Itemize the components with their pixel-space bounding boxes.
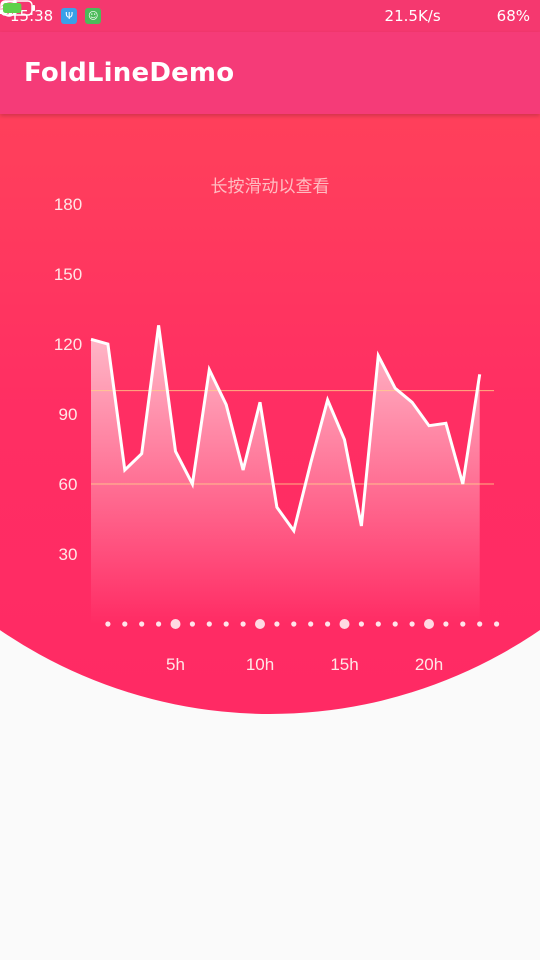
x-axis-dot: [291, 621, 297, 627]
x-tick-label: 20h: [415, 655, 443, 674]
x-axis-dot: [392, 621, 398, 627]
app-title: FoldLineDemo: [24, 58, 235, 88]
x-axis-major-dot: [255, 619, 265, 629]
series-line: [90, 325, 482, 535]
x-axis-dot: [477, 621, 483, 627]
usb-icon: Ψ: [61, 8, 78, 24]
x-axis-dot: [206, 621, 212, 627]
y-tick-label: 150: [54, 265, 82, 284]
net-speed: 21.5K/s: [384, 7, 441, 25]
x-tick-label: 15h: [330, 655, 358, 674]
battery-percent: 68%: [496, 7, 530, 25]
y-tick-label: 120: [54, 335, 82, 354]
fold-line-chart[interactable]: 长按滑动以查看 30 60 90 120 150 180 5h 10h 15h 20h: [0, 114, 540, 714]
area-fill: [91, 325, 480, 624]
x-axis-dot: [122, 621, 128, 627]
y-tick-label: 60: [59, 475, 78, 494]
x-axis-dot: [189, 621, 195, 627]
android-icon: ☺: [85, 8, 102, 24]
x-axis-dot: [105, 621, 111, 627]
x-axis-dot: [274, 621, 280, 627]
x-axis-dot: [139, 621, 145, 627]
x-axis-dot: [156, 621, 162, 627]
app-bar: FoldLineDemo: [0, 32, 540, 114]
y-tick-label: 180: [54, 195, 82, 214]
chart-hint: 长按滑动以查看: [210, 177, 330, 197]
x-axis-major-dot: [339, 619, 350, 629]
x-axis-dot: [358, 621, 364, 627]
y-tick-label: 30: [59, 545, 78, 564]
x-axis-dot: [409, 621, 415, 627]
x-axis-dot: [375, 621, 381, 627]
x-axis-major-dot: [424, 619, 434, 629]
x-axis-major-dot: [170, 619, 181, 629]
x-tick-label: 10h: [246, 655, 274, 674]
x-axis-dot: [223, 621, 229, 627]
x-tick-label: 5h: [166, 655, 185, 674]
x-axis-dot: [325, 621, 331, 627]
chart-canvas[interactable]: 30 60 90 120 150 180 5h 10h 15h 20h: [0, 114, 540, 714]
x-axis-dot: [308, 621, 314, 627]
y-tick-label: 90: [59, 405, 78, 424]
x-axis-dot: [240, 621, 246, 627]
x-axis-dot: [443, 621, 449, 627]
x-axis-dot: [494, 621, 500, 627]
status-bar: 15:38 Ψ ☺ 21.5K/s 68%: [0, 0, 540, 32]
x-axis-dot: [460, 621, 466, 627]
